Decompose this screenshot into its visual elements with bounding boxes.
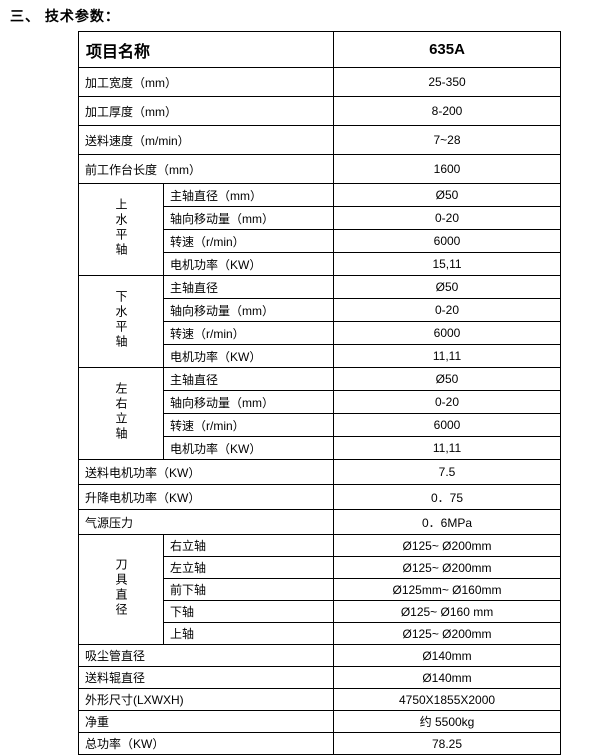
- item-value-cell: 8-200: [333, 96, 562, 126]
- item-name-cell: 净重: [77, 710, 335, 733]
- item-name-cell: 前工作台长度（mm）: [77, 154, 335, 184]
- item-name-cell: 送料辊直径: [77, 666, 335, 689]
- table-row: 刀具直径 右立轴 Ø125~ Ø200mm: [78, 534, 562, 645]
- table-row: 电机功率（KW） 11,11: [79, 344, 562, 368]
- table-row: 加工厚度（mm） 8-200: [77, 96, 562, 126]
- sub-item-value-cell: 6000: [333, 413, 562, 437]
- sub-item-name-cell: 右立轴: [162, 534, 335, 557]
- sub-item-name-cell: 轴向移动量（mm）: [162, 390, 335, 414]
- table-row: 转速（r/min） 6000: [79, 413, 562, 437]
- item-name-cell: 气源压力: [77, 509, 335, 535]
- table-row: 转速（r/min） 6000: [79, 229, 562, 253]
- sub-item-value-cell: 11,11: [333, 344, 562, 368]
- item-value-cell: 约 5500kg: [333, 710, 562, 733]
- item-name-cell: 加工宽度（mm）: [77, 67, 335, 97]
- table-row: 升降电机功率（KW） 0．75: [77, 484, 562, 510]
- sub-item-name-cell: 左立轴: [162, 556, 335, 579]
- table-row: 送料辊直径 Ø140mm: [77, 666, 562, 689]
- sub-item-name-cell: 转速（r/min）: [162, 413, 335, 437]
- sub-item-name-cell: 前下轴: [162, 578, 335, 601]
- sub-item-value-cell: Ø125~ Ø200mm: [333, 622, 562, 645]
- page-title: 三、 技术参数：: [10, 8, 120, 24]
- section-label: 下水平轴: [114, 290, 128, 350]
- sub-item-name-cell: 电机功率（KW）: [162, 344, 335, 368]
- table-row: 前下轴 Ø125mm~ Ø160mm: [79, 578, 562, 601]
- sub-item-name-cell: 下轴: [162, 600, 335, 623]
- table-row: 轴向移动量（mm） 0-20: [79, 390, 562, 414]
- sub-item-value-cell: 15,11: [333, 252, 562, 276]
- item-name-cell: 加工厚度（mm）: [77, 96, 335, 126]
- item-name-cell: 送料电机功率（KW）: [77, 459, 335, 485]
- table-row: 下轴 Ø125~ Ø160 mm: [79, 600, 562, 623]
- item-name-cell: 送料速度（m/min）: [77, 125, 335, 155]
- sub-item-value-cell: Ø50: [333, 183, 562, 207]
- table-row: 左右立轴 主轴直径 Ø50: [78, 367, 562, 460]
- sub-item-value-cell: 11,11: [333, 436, 562, 460]
- sub-item-name-cell: 转速（r/min）: [162, 229, 335, 253]
- sub-item-value-cell: Ø125~ Ø200mm: [333, 534, 562, 557]
- sub-item-name-cell: 电机功率（KW）: [162, 252, 335, 276]
- sub-item-name-cell: 电机功率（KW）: [162, 436, 335, 460]
- section-label-cell: 上水平轴: [78, 183, 164, 276]
- item-name-cell: 升降电机功率（KW）: [77, 484, 335, 510]
- sub-item-name-cell: 轴向移动量（mm）: [162, 298, 335, 322]
- item-value-cell: 25-350: [333, 67, 562, 97]
- table-row: 前工作台长度（mm） 1600: [77, 154, 562, 184]
- table-row: 送料电机功率（KW） 7.5: [77, 459, 562, 485]
- sub-item-value-cell: Ø125~ Ø200mm: [333, 556, 562, 579]
- header-row: 项目名称 635A: [77, 31, 562, 68]
- table-row: 吸尘管直径 Ø140mm: [77, 644, 562, 667]
- item-value-cell: 4750X1855X2000: [333, 688, 562, 711]
- item-value-cell: Ø140mm: [333, 666, 562, 689]
- sub-item-name-cell: 主轴直径: [162, 275, 335, 299]
- item-value-cell: 0．6MPa: [333, 509, 562, 535]
- section-label: 上水平轴: [114, 198, 128, 258]
- sub-item-value-cell: 6000: [333, 321, 562, 345]
- sub-item-value-cell: Ø50: [333, 367, 562, 391]
- sub-item-value-cell: Ø125mm~ Ø160mm: [333, 578, 562, 601]
- table-row: 净重约 5500kg: [77, 710, 562, 733]
- table-row: 气源压力 0．6MPa: [77, 509, 562, 535]
- item-name-cell: 总功率（KW）: [77, 732, 335, 755]
- item-name-cell: 吸尘管直径: [77, 644, 335, 667]
- sub-item-value-cell: 0-20: [333, 390, 562, 414]
- sub-item-value-cell: 6000: [333, 229, 562, 253]
- sub-item-value-cell: Ø50: [333, 275, 562, 299]
- sub-item-name-cell: 主轴直径（mm）: [162, 183, 335, 207]
- sub-item-name-cell: 转速（r/min）: [162, 321, 335, 345]
- table-row: 轴向移动量（mm） 0-20: [79, 298, 562, 322]
- section-label-cell: 刀具直径: [78, 534, 164, 645]
- item-value-cell: 1600: [333, 154, 562, 184]
- item-value-cell: 78.25: [333, 732, 562, 755]
- header-model-name: 635A: [333, 31, 562, 68]
- table-row: 送料速度（m/min） 7~28: [77, 125, 562, 155]
- table-row: 上水平轴 主轴直径（mm） Ø50: [78, 183, 562, 276]
- header-item-name: 项目名称: [77, 31, 335, 68]
- sub-item-name-cell: 轴向移动量（mm）: [162, 206, 335, 230]
- sub-item-name-cell: 主轴直径: [162, 367, 335, 391]
- section-label: 左右立轴: [114, 382, 128, 442]
- table-row: 上轴 Ø125~ Ø200mm: [79, 622, 562, 645]
- section-label-cell: 左右立轴: [78, 367, 164, 460]
- item-value-cell: Ø140mm: [333, 644, 562, 667]
- section-label-cell: 下水平轴: [78, 275, 164, 368]
- item-value-cell: 0．75: [333, 484, 562, 510]
- spec-table: 项目名称 635A 加工宽度（mm） 25-350 加工厚度（mm） 8-200 送料速…: [77, 31, 562, 755]
- item-name-cell: 外形尺寸(LXWXH): [77, 688, 335, 711]
- table-row: 加工宽度（mm） 25-350: [77, 67, 562, 97]
- sub-item-value-cell: Ø125~ Ø160 mm: [333, 600, 562, 623]
- sub-item-value-cell: 0-20: [333, 206, 562, 230]
- table-row: 外形尺寸(LXWXH) 4750X1855X2000: [77, 688, 562, 711]
- sub-item-name-cell: 上轴: [162, 622, 335, 645]
- item-value-cell: 7~28: [333, 125, 562, 155]
- table-row: 转速（r/min） 6000: [79, 321, 562, 345]
- item-value-cell: 7.5: [333, 459, 562, 485]
- table-row: 电机功率（KW） 15,11: [79, 252, 562, 276]
- section-label: 刀具直径: [114, 558, 128, 618]
- sub-item-value-cell: 0-20: [333, 298, 562, 322]
- table-row: 轴向移动量（mm） 0-20: [79, 206, 562, 230]
- table-row: 下水平轴 主轴直径 Ø50: [78, 275, 562, 368]
- table-row: 总功率（KW） 78.25: [77, 732, 562, 755]
